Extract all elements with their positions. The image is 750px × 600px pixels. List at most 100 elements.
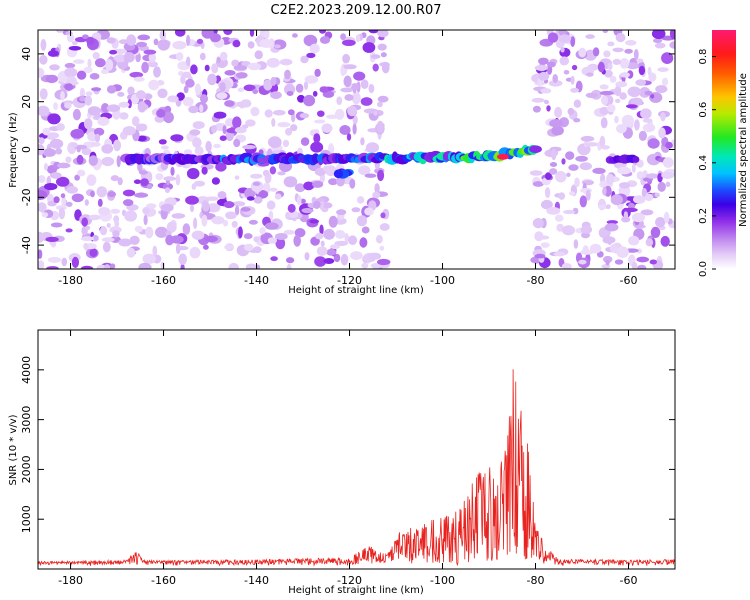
colorbar: 0.0 0.2 0.4 0.6 0.8 Normalized spectral ampl… [698,30,749,277]
heatmap-noise-cell [567,107,575,116]
heatmap-noise-cell [118,39,129,45]
heatmap-noise-cell [57,162,71,169]
heatmap-noise-cell [617,166,631,175]
heatmap-noise-cell [665,141,673,149]
heatmap-noise-cell [183,149,193,156]
heatmap-noise-cell [625,62,640,70]
heatmap-noise-cell [127,86,135,95]
heatmap-noise-cell [64,62,76,69]
heatmap-noise-cell [578,259,587,265]
heatmap-noise-cell [82,34,89,39]
heatmap-noise-cell [633,195,646,204]
heatmap-noise-cell [60,90,65,101]
heatmap-noise-cell [40,39,47,51]
heatmap-noise-cell [546,105,551,112]
heatmap-noise-cell [216,56,221,64]
heatmap-noise-cell [99,226,108,236]
heatmap-noise-cell [86,36,95,46]
heatmap-noise-cell [353,71,366,81]
heatmap-noise-cell [193,217,198,230]
heatmap-noise-cell [328,215,338,228]
heatmap-noise-cell [245,263,257,269]
heatmap-noise-cell [654,42,666,49]
heatmap-noise-cell [559,56,570,66]
heatmap-noise-cell [213,143,221,149]
heatmap-noise-cell [192,121,205,130]
heatmap-noise-cell [555,170,567,183]
heatmap-noise-cell [249,30,255,37]
heatmap-noise-cell [268,136,282,149]
heatmap-noise-cell [211,63,219,74]
heatmap-noise-cell [603,50,611,58]
heatmap-y-tick-label: -40 [20,236,33,254]
heatmap-noise-cell [560,47,565,53]
heatmap-noise-cell [370,54,381,59]
heatmap-noise-cell [81,217,88,227]
heatmap-noise-cell [245,119,256,127]
heatmap-noise-cell [38,190,48,200]
heatmap-noise-cell [275,237,286,250]
heatmap-noise-cell [329,244,340,250]
heatmap-noise-cell [102,241,111,253]
snr-x-tick-label: -80 [527,574,545,587]
heatmap-noise-cell [619,92,627,100]
heatmap-noise-cell [199,104,204,113]
heatmap-noise-cell [287,203,296,213]
snr-y-ticks: 1000 2000 3000 4000 [20,356,675,533]
heatmap-noise-cell [606,173,615,185]
heatmap-noise-cell [107,191,117,198]
heatmap-noise-cell [267,237,277,244]
heatmap-noise-cell [286,91,294,96]
heatmap-noise-cell [253,236,260,243]
heatmap-noise-cell [349,178,356,189]
heatmap-noise-cell [290,124,298,132]
heatmap-noise-cell [551,125,564,136]
heatmap-noise-cell [61,257,68,267]
heatmap-noise-cell [657,181,666,192]
heatmap-noise-cell [236,72,248,79]
heatmap-noise-cell [224,100,235,107]
heatmap-noise-cell [269,166,277,175]
heatmap-noise-cell [186,34,191,47]
heatmap-noise-cell [633,49,639,60]
heatmap-noise-cell [38,231,45,243]
heatmap-noise-cell [570,75,575,85]
heatmap-noise-cell [44,163,48,171]
heatmap-noise-cell [73,59,85,64]
heatmap-noise-cell [340,65,346,77]
heatmap-noise-cell [248,219,258,225]
heatmap-noise-cell [232,116,242,129]
heatmap-noise-cell [376,234,383,244]
heatmap-noise-cell [585,92,598,99]
heatmap-noise-cell [142,253,156,264]
heatmap-noise-cell [192,137,202,148]
heatmap-noise-cell [605,204,611,210]
heatmap-noise-cell [615,32,626,43]
heatmap-noise-cell [323,258,335,264]
heatmap-noise-cell [373,111,378,116]
heatmap-noise-cell [252,88,259,95]
heatmap-noise-cell [47,256,62,263]
heatmap-noise-cell [90,142,101,147]
heatmap-noise-cell [138,262,152,269]
heatmap-noise-cell [631,261,638,269]
heatmap-noise-cell [344,233,350,243]
heatmap-noise-cell [231,220,238,228]
heatmap-x-tick-label: -120 [337,274,362,287]
heatmap-noise-cell [117,91,125,97]
heatmap-x-tick-label: -100 [430,274,455,287]
heatmap-noise-cell [532,181,544,187]
heatmap-noise-cell [361,226,370,234]
heatmap-noise-cell [271,118,276,127]
heatmap-x-tick-label: -80 [527,274,545,287]
heatmap-noise-cell [71,41,78,46]
heatmap-noise-cell [284,69,291,80]
heatmap-noise-cell [143,49,157,55]
heatmap-noise-cell [134,192,149,198]
heatmap-noise-cell [325,165,337,177]
heatmap-noise-cell [554,214,564,222]
snr-x-tick-label: -160 [151,574,176,587]
heatmap-noise-cell [181,71,192,79]
